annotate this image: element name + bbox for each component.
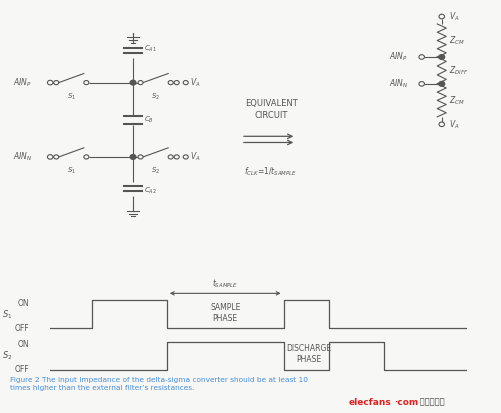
Circle shape	[168, 155, 173, 159]
Text: SAMPLE
PHASE: SAMPLE PHASE	[209, 303, 240, 323]
Text: $S_1$: $S_1$	[67, 92, 76, 102]
Text: $AIN_N$: $AIN_N$	[13, 151, 32, 163]
Text: OFF: OFF	[15, 324, 29, 333]
Text: EQUIVALENT
CIRCUIT: EQUIVALENT CIRCUIT	[244, 99, 297, 120]
Circle shape	[47, 154, 53, 159]
Text: $t_{SAMPLE}$: $t_{SAMPLE}$	[211, 278, 238, 290]
Circle shape	[418, 81, 424, 86]
Text: $f_{CLK}$=1/$t_{SAMPLE}$: $f_{CLK}$=1/$t_{SAMPLE}$	[244, 165, 297, 178]
Text: $AIN_P$: $AIN_P$	[388, 51, 407, 63]
Text: $V_A$: $V_A$	[448, 10, 459, 23]
Text: $V_A$: $V_A$	[189, 151, 200, 163]
Text: $S_2$: $S_2$	[151, 92, 160, 102]
Text: DISCHARGE
PHASE: DISCHARGE PHASE	[286, 344, 331, 364]
Text: $S_1$: $S_1$	[67, 166, 76, 176]
Text: ON: ON	[18, 299, 29, 308]
Text: $S_2$: $S_2$	[2, 349, 13, 362]
Text: $Z_{DIFF}$: $Z_{DIFF}$	[448, 64, 467, 77]
Circle shape	[47, 80, 53, 85]
Text: OFF: OFF	[15, 365, 29, 374]
Circle shape	[438, 81, 444, 86]
Text: $V_A$: $V_A$	[448, 118, 459, 131]
Text: ON: ON	[18, 340, 29, 349]
Circle shape	[183, 155, 188, 159]
Text: $AIN_N$: $AIN_N$	[388, 78, 408, 90]
Circle shape	[138, 81, 143, 85]
Text: ·com: ·com	[393, 398, 417, 406]
Text: $S_1$: $S_1$	[3, 308, 13, 320]
Text: $S_2$: $S_2$	[151, 166, 160, 176]
Circle shape	[174, 155, 179, 159]
Circle shape	[438, 14, 444, 19]
Circle shape	[438, 122, 444, 126]
Circle shape	[418, 55, 424, 59]
Text: $C_B$: $C_B$	[144, 115, 154, 125]
Circle shape	[130, 80, 136, 85]
Text: elecfans: elecfans	[348, 398, 391, 406]
Circle shape	[54, 155, 59, 159]
Text: $AIN_P$: $AIN_P$	[13, 76, 31, 89]
Circle shape	[183, 81, 188, 85]
Text: $C_{A2}$: $C_{A2}$	[144, 186, 157, 196]
Text: Figure 2 The input impedance of the delta-sigma converter should be at least 10
: Figure 2 The input impedance of the delt…	[10, 377, 308, 391]
Circle shape	[168, 81, 173, 85]
Circle shape	[84, 81, 89, 85]
Circle shape	[438, 55, 444, 59]
Text: 电子发烧友: 电子发烧友	[416, 398, 443, 406]
Circle shape	[84, 155, 89, 159]
Circle shape	[138, 155, 143, 159]
Text: $Z_{CM}$: $Z_{CM}$	[448, 94, 464, 107]
Circle shape	[54, 81, 59, 85]
Text: $Z_{CM}$: $Z_{CM}$	[448, 34, 464, 47]
Text: $C_{A1}$: $C_{A1}$	[144, 43, 157, 54]
Text: $V_A$: $V_A$	[189, 76, 200, 89]
Circle shape	[174, 81, 179, 85]
Circle shape	[130, 154, 136, 159]
